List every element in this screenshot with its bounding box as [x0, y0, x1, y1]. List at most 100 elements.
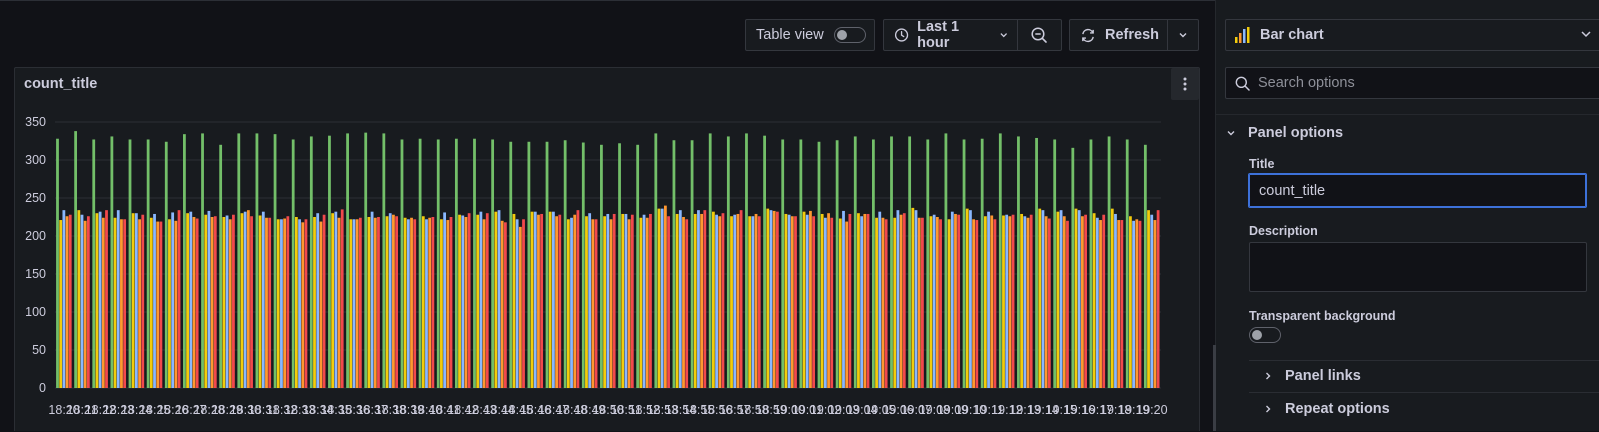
- x-tick-label: 19:16: [1064, 403, 1095, 417]
- bar-yellow: [168, 219, 171, 388]
- bar-blue: [914, 210, 918, 388]
- bar-yellow: [693, 213, 697, 388]
- refresh-picker[interactable]: Refresh: [1069, 19, 1199, 51]
- pane-splitter[interactable]: [1215, 0, 1216, 431]
- scrollbar-handle[interactable]: [1213, 345, 1216, 431]
- chevron-right-icon: [1266, 372, 1271, 380]
- bar-orange: [265, 217, 268, 388]
- bar-green: [1053, 139, 1057, 388]
- bar-blue: [950, 211, 954, 388]
- zoom-out-button[interactable]: [1018, 20, 1061, 50]
- refresh-button[interactable]: Refresh: [1070, 20, 1168, 50]
- bar-green: [1017, 136, 1020, 388]
- bar-red: [1029, 214, 1033, 388]
- table-view-toggle[interactable]: Table view: [745, 19, 875, 51]
- bar-green: [56, 138, 59, 388]
- bar-red: [485, 213, 489, 388]
- bar-red: [721, 213, 725, 388]
- bar-blue: [606, 213, 610, 388]
- bar-blue: [1077, 210, 1081, 388]
- bar-blue: [969, 210, 972, 388]
- bar-yellow: [1002, 215, 1005, 388]
- bar-red: [630, 214, 634, 388]
- bar-green: [400, 139, 404, 388]
- x-tick-label: 18:26: [157, 403, 188, 417]
- bar-blue: [860, 216, 864, 388]
- search-options-input[interactable]: [1258, 75, 1578, 91]
- bar-orange: [935, 217, 939, 388]
- bar-blue: [787, 214, 791, 388]
- bar-blue: [171, 212, 175, 388]
- title-input[interactable]: [1248, 173, 1587, 208]
- time-range-picker[interactable]: Last 1 hour: [883, 19, 1062, 51]
- bar-green: [1089, 139, 1093, 388]
- bar-red: [794, 216, 797, 388]
- bar-blue: [842, 210, 845, 388]
- bar-yellow: [893, 217, 897, 388]
- bar-orange: [138, 219, 141, 388]
- repeat-options-section[interactable]: Repeat options: [1264, 401, 1390, 417]
- bar-yellow: [603, 216, 606, 388]
- bar-blue: [1059, 210, 1063, 388]
- bar-blue: [62, 210, 66, 388]
- bar-red: [286, 216, 290, 388]
- x-tick-label: 19:12: [991, 403, 1022, 417]
- panel-menu-button[interactable]: [1171, 68, 1199, 100]
- bar-orange: [174, 220, 178, 388]
- bar-yellow: [530, 211, 534, 388]
- chevron-right-icon: [1266, 405, 1271, 413]
- visualization-picker[interactable]: Bar chart: [1225, 19, 1599, 51]
- bar-yellow: [440, 219, 443, 388]
- x-tick-label: 19:10: [955, 403, 986, 417]
- bar-green: [618, 143, 621, 388]
- bar-red: [123, 219, 127, 388]
- bar-blue: [388, 213, 392, 388]
- bar-orange: [301, 222, 305, 388]
- bar-blue: [98, 211, 102, 388]
- description-input[interactable]: [1249, 242, 1587, 292]
- x-tick-label: 18:20: [48, 403, 79, 417]
- y-tick-label: 350: [25, 115, 46, 129]
- bar-orange: [1008, 216, 1012, 388]
- bar-yellow: [113, 217, 117, 388]
- bar-green: [128, 139, 132, 388]
- options-pane: Bar chart Panel options Title Descriptio…: [1216, 0, 1599, 431]
- bar-yellow: [838, 218, 842, 388]
- bar-orange: [283, 218, 287, 388]
- bar-red: [304, 219, 308, 388]
- search-options-field[interactable]: [1225, 67, 1599, 99]
- x-tick-label: 18:41: [429, 403, 460, 417]
- search-icon: [1235, 76, 1250, 91]
- bar-yellow: [331, 213, 335, 388]
- bar-blue: [497, 210, 501, 388]
- refresh-interval-dropdown[interactable]: [1168, 20, 1198, 50]
- y-tick-label: 0: [39, 381, 46, 395]
- bar-red: [1120, 220, 1124, 388]
- bar-blue: [225, 215, 229, 388]
- bar-blue: [316, 213, 320, 388]
- bar-orange: [954, 213, 957, 388]
- section-divider: [1249, 392, 1599, 393]
- bar-yellow: [1129, 216, 1132, 388]
- time-range-button[interactable]: Last 1 hour: [884, 19, 1018, 51]
- x-tick-label: 19:00: [774, 403, 805, 417]
- panel-links-section[interactable]: Panel links: [1264, 368, 1361, 384]
- bar-blue: [1114, 213, 1117, 388]
- bar-red: [540, 213, 544, 388]
- bar-orange: [120, 219, 123, 388]
- bar-yellow: [131, 213, 135, 388]
- transparent-background-toggle[interactable]: [1249, 327, 1281, 343]
- table-view-switch[interactable]: [833, 27, 866, 43]
- panel-options-section[interactable]: Panel options: [1226, 125, 1343, 141]
- bar-yellow: [857, 213, 860, 388]
- bar-orange: [373, 217, 377, 388]
- bar-orange: [518, 226, 522, 388]
- bar-orange: [65, 216, 69, 388]
- bar-green: [998, 133, 1002, 388]
- bar-yellow: [476, 214, 480, 388]
- bar-green: [962, 139, 966, 388]
- x-tick-label: 18:22: [85, 403, 116, 417]
- bar-orange: [319, 221, 323, 388]
- x-tick-label: 18:39: [393, 403, 424, 417]
- x-tick-label: 19:18: [1100, 403, 1131, 417]
